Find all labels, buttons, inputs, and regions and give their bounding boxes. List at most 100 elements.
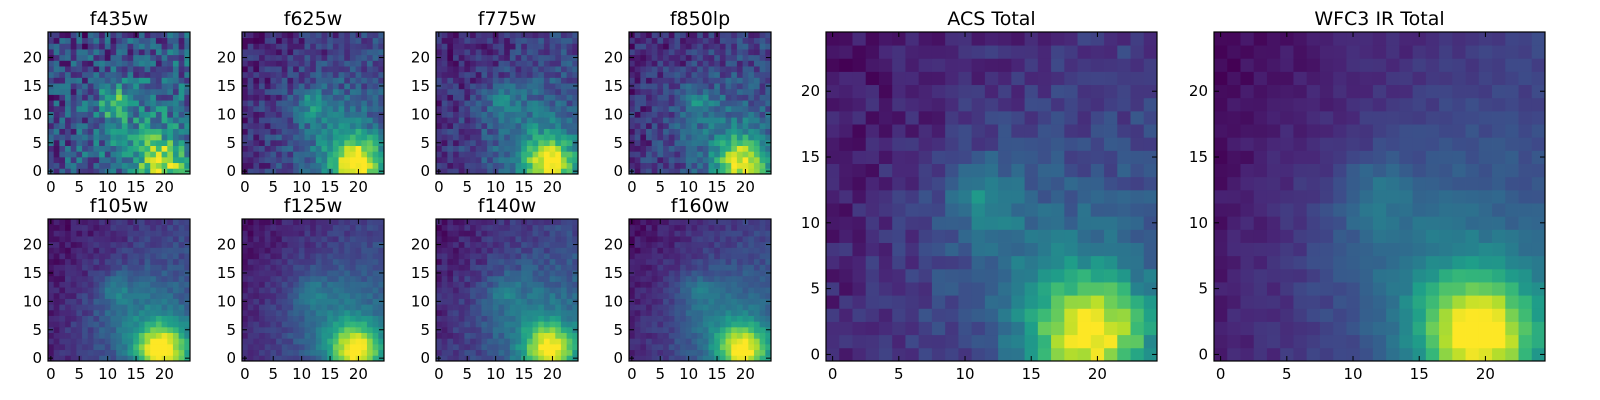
heatmap-cell xyxy=(748,292,755,299)
heatmap-cell xyxy=(99,100,106,107)
heatmap-cell xyxy=(82,122,89,129)
heatmap-cell xyxy=(629,338,636,345)
heatmap-cell xyxy=(332,37,339,44)
heatmap-cell xyxy=(372,162,379,169)
heatmap-cell xyxy=(436,128,443,135)
heatmap-cell xyxy=(332,219,339,226)
heatmap-cell xyxy=(270,315,277,322)
heatmap-cell xyxy=(538,66,545,73)
heatmap-cell xyxy=(725,355,732,362)
heatmap-cell xyxy=(378,128,385,135)
heatmap-cell xyxy=(247,32,254,39)
heatmap-cell xyxy=(691,88,698,95)
heatmap-cell xyxy=(150,332,157,339)
heatmap-cell xyxy=(104,71,111,78)
heatmap-cell xyxy=(167,292,174,299)
heatmap-cell xyxy=(526,37,533,44)
heatmap-cell xyxy=(549,298,556,305)
heatmap-cell xyxy=(133,224,140,231)
heatmap-cell xyxy=(315,139,322,146)
heatmap-cell xyxy=(515,88,522,95)
heatmap-cell xyxy=(725,309,732,316)
heatmap-cell xyxy=(521,37,528,44)
heatmap-cell xyxy=(634,156,641,164)
heatmap-cell xyxy=(144,32,151,39)
heatmap-cell xyxy=(753,54,761,61)
heatmap-cell xyxy=(702,304,709,311)
heatmap-cell xyxy=(521,60,528,67)
heatmap-cell xyxy=(725,37,732,44)
heatmap-cell xyxy=(458,349,465,356)
heatmap-cell xyxy=(663,151,670,158)
heatmap-cell xyxy=(138,88,145,95)
heatmap-cell xyxy=(453,309,460,316)
heatmap-cell xyxy=(708,94,715,101)
heatmap-cell xyxy=(691,117,698,124)
heatmap-cell xyxy=(736,122,743,129)
heatmap-cell xyxy=(504,134,511,141)
heatmap-cell xyxy=(127,83,134,90)
heatmap-cell xyxy=(481,275,488,282)
heatmap-cell xyxy=(765,128,772,135)
heatmap-cell xyxy=(487,105,494,112)
heatmap-cell xyxy=(526,315,533,322)
heatmap-cell xyxy=(674,117,681,124)
heatmap-cell xyxy=(82,139,89,146)
heatmap-cell xyxy=(725,343,732,351)
heatmap-cell xyxy=(753,156,761,164)
heatmap-cell xyxy=(304,224,311,231)
heatmap-cell xyxy=(99,349,106,356)
heatmap-cell xyxy=(492,105,499,112)
heatmap-cell xyxy=(555,83,562,90)
heatmap-cell xyxy=(714,105,721,112)
heatmap-cell xyxy=(663,292,670,299)
heatmap-cell xyxy=(538,338,545,345)
heatmap-cell xyxy=(657,321,664,328)
heatmap-cell xyxy=(127,32,134,39)
heatmap-cell xyxy=(361,37,368,44)
heatmap-cell xyxy=(253,230,260,237)
heatmap-cell xyxy=(264,105,271,112)
heatmap-cell xyxy=(691,315,698,322)
heatmap-cell xyxy=(447,100,454,107)
heatmap-cell xyxy=(731,54,738,61)
heatmap-cell xyxy=(753,343,761,351)
heatmap-cell xyxy=(651,338,658,345)
heatmap-cell xyxy=(685,298,692,305)
heatmap-cell xyxy=(338,88,345,95)
heatmap-cell xyxy=(167,162,174,169)
heatmap-cell xyxy=(150,49,157,56)
heatmap-cell xyxy=(470,32,477,39)
heatmap-cell xyxy=(714,66,721,73)
heatmap-cell xyxy=(708,275,715,282)
heatmap-cell xyxy=(315,66,322,73)
heatmap-cell xyxy=(487,349,494,356)
heatmap-cell xyxy=(765,88,772,95)
heatmap-cell xyxy=(70,241,77,248)
heatmap-cell xyxy=(349,145,356,152)
heatmap-cell xyxy=(298,66,305,73)
heatmap-cell xyxy=(321,37,328,44)
heatmap-cell xyxy=(453,270,460,277)
heatmap-cell xyxy=(640,315,647,322)
heatmap-cell xyxy=(702,111,709,118)
heatmap-cell xyxy=(338,151,345,158)
heatmap-cell xyxy=(702,292,709,299)
heatmap-cell xyxy=(172,230,180,237)
heatmap-cell xyxy=(447,298,454,305)
heatmap-cell xyxy=(447,54,454,61)
heatmap-cell xyxy=(719,83,726,90)
heatmap-cell xyxy=(447,156,454,164)
heatmap-cell xyxy=(765,315,772,322)
heatmap-cell xyxy=(59,162,66,169)
heatmap-cell xyxy=(509,224,516,231)
heatmap-cell xyxy=(560,71,568,78)
heatmap-cell xyxy=(93,134,100,141)
heatmap-cell xyxy=(719,71,726,78)
heatmap-cell xyxy=(447,71,454,78)
heatmap-cell xyxy=(242,117,249,124)
heatmap-cell xyxy=(372,83,379,90)
heatmap-cell xyxy=(492,94,499,101)
heatmap-cell xyxy=(748,151,755,158)
heatmap-cell xyxy=(708,66,715,73)
